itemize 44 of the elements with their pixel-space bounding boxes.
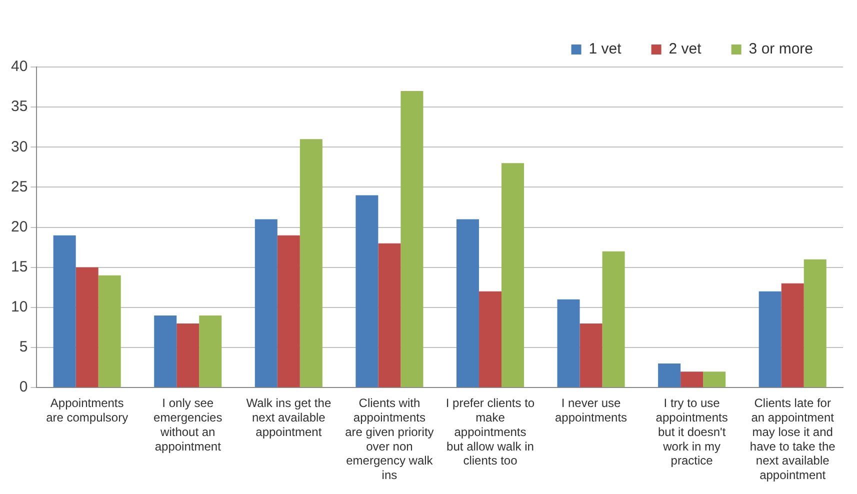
bar bbox=[378, 243, 401, 388]
x-tick-label: I never use appointments bbox=[555, 396, 628, 425]
bar bbox=[758, 291, 782, 388]
bar bbox=[658, 364, 681, 388]
x-tick-label: I try to use appointments but it doesn't work in my practice bbox=[656, 396, 728, 468]
bar bbox=[478, 291, 502, 388]
bar bbox=[277, 235, 300, 388]
bar bbox=[580, 323, 602, 388]
x-tick-label: Clients late for an appointment may lose it and have to take the next available appointment bbox=[750, 396, 836, 482]
legend-label: 3 or more bbox=[748, 40, 814, 58]
y-tick-label: 25 bbox=[10, 178, 28, 196]
y-tick-label: 0 bbox=[19, 378, 28, 396]
bar bbox=[176, 323, 200, 388]
bar bbox=[501, 163, 524, 388]
bar bbox=[76, 267, 98, 388]
bar bbox=[53, 235, 76, 388]
legend-label: 1 vet bbox=[588, 40, 622, 58]
x-tick-label: I prefer clients to make appointments but allow walk in clients too bbox=[446, 396, 535, 468]
bar bbox=[300, 139, 322, 388]
bar bbox=[557, 299, 580, 388]
bar bbox=[254, 219, 278, 388]
bar bbox=[199, 315, 222, 388]
y-tick-label: 15 bbox=[10, 258, 28, 276]
y-tick-label: 40 bbox=[10, 58, 28, 76]
bar bbox=[154, 315, 177, 388]
legend-label: 2 vet bbox=[668, 40, 702, 58]
bar bbox=[703, 372, 726, 388]
bar bbox=[456, 219, 479, 388]
y-tick-label: 35 bbox=[10, 98, 28, 116]
bar bbox=[98, 275, 121, 388]
x-tick-label: I only see emergencies without an appointment bbox=[154, 396, 222, 454]
bar bbox=[781, 283, 804, 388]
bar bbox=[680, 372, 704, 388]
bar bbox=[400, 91, 424, 388]
bar bbox=[356, 195, 378, 388]
y-tick-label: 10 bbox=[10, 298, 28, 316]
x-tick-label: Walk ins get the next available appointment bbox=[246, 396, 332, 439]
y-tick-label: 20 bbox=[10, 218, 28, 236]
bar bbox=[602, 251, 625, 388]
x-tick-label: Appointments are compulsory bbox=[46, 396, 128, 425]
y-tick-label: 30 bbox=[10, 138, 28, 156]
y-tick-label: 5 bbox=[19, 338, 28, 356]
x-tick-label: Clients with appointments are given priority over non emergency walk ins bbox=[345, 396, 434, 482]
bar bbox=[804, 259, 826, 388]
